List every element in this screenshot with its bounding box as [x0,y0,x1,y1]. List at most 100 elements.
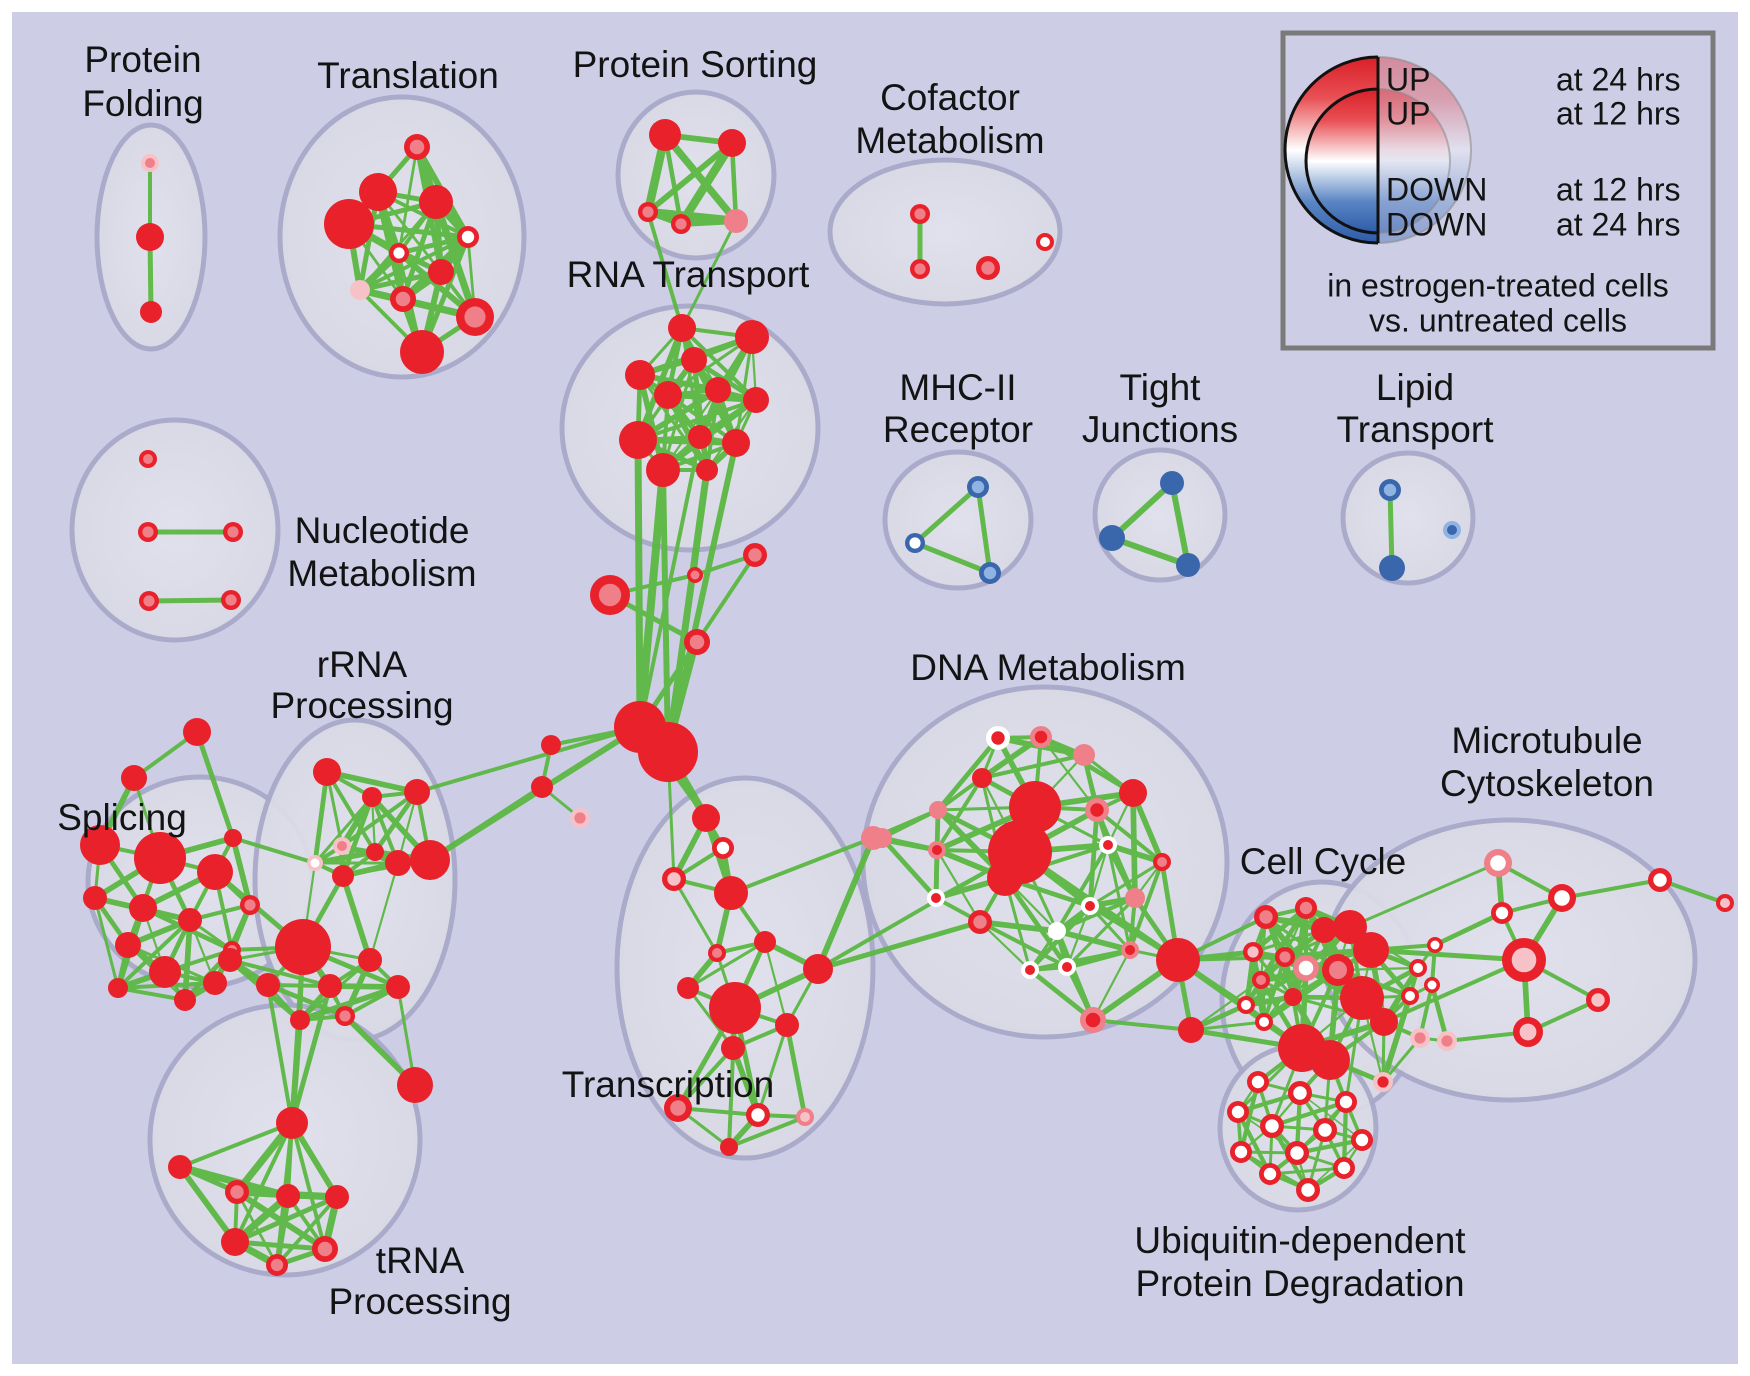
network-edge [194,729,236,841]
gene-node-core-12hr [931,893,941,903]
gene-node-core-12hr [728,435,744,451]
gene-node-core-12hr [227,526,239,538]
gene-node-core-12hr [1318,1123,1332,1137]
network-edge [1106,843,1132,952]
inter-cluster-edge [665,440,739,755]
cluster-ellipse-cofactor_metabolism [827,157,1063,307]
gene-node-core-12hr [933,805,943,815]
gene-node [967,476,989,498]
gene-node-core-12hr [1125,945,1135,955]
network-edge [1109,480,1175,541]
gene-node-core-12hr [367,181,389,203]
legend-time-2: at 12 hrs [1556,171,1681,207]
gene-node [390,286,416,312]
gene-node-core-12hr [1495,906,1509,920]
network-edge [340,873,373,963]
network-edge [912,484,981,546]
cluster-label-mhc_ii_receptor: MHC-II [899,367,1016,408]
gene-node [1058,958,1076,976]
gene-node [168,1155,192,1179]
gene-node-core-12hr [991,731,1005,745]
gene-node-core-12hr [1377,1076,1389,1088]
network-edge [912,540,993,576]
gene-node-core-12hr [535,780,549,794]
gene-node-core-12hr [363,953,377,967]
network-edge [1109,535,1191,568]
cluster-ellipse-lipid_transport [1340,450,1476,586]
gene-node-core-12hr [1318,1048,1342,1072]
gene-node [1313,1118,1337,1142]
gene-node-core-12hr [724,135,740,151]
network-edge [146,597,234,604]
cluster-label-rrna_processing: rRNA [317,644,408,685]
gene-node [404,134,430,160]
gene-node-core-12hr [317,1241,333,1257]
gene-node [664,1094,692,1122]
gene-node [1021,961,1039,979]
gene-node-core-12hr [1062,962,1072,972]
legend-caption-0: in estrogen-treated cells [1327,267,1669,303]
network-edge [763,940,789,1027]
network-edge [312,769,330,866]
network-edge [230,835,253,908]
gene-node-core-12hr [1591,993,1605,1007]
gene-node-core-12hr [721,883,741,903]
gene-node-core-12hr [780,1018,794,1032]
gene-node [677,977,699,999]
gene-node-core-12hr [426,192,446,212]
gene-node-core-12hr [404,1074,426,1096]
gene-node-core-12hr [339,1010,351,1022]
gene-node [1335,1091,1357,1113]
cluster-label-lipid_transport: Lipid [1376,367,1454,408]
gene-node [1073,744,1095,766]
gene-node [178,908,202,932]
gene-node-core-12hr [281,1189,295,1203]
network-edge [815,835,876,972]
gene-node [1353,932,1389,968]
gene-node-core-12hr [228,833,238,843]
gene-node [129,894,157,922]
gene-node-core-12hr [156,963,174,981]
gene-node [1437,1031,1457,1051]
legend-direction-2: DOWN [1386,171,1487,207]
gene-node [218,948,242,972]
gene-node-core-12hr [1554,890,1570,906]
gene-node-core-12hr [1293,1086,1307,1100]
gene-node [1333,910,1367,944]
gene-node [1648,868,1672,892]
gene-node-core-12hr [981,261,995,275]
gene-node [1513,1017,1543,1047]
gene-node [671,214,691,234]
gene-node [1048,922,1066,940]
gene-node-core-12hr [1263,1167,1277,1181]
network-edge [645,140,735,215]
gene-node [1160,471,1184,495]
gene-node [1548,884,1576,912]
gene-node-core-12hr [183,913,197,927]
gene-node-core-12hr [144,305,158,319]
gene-node [746,1103,770,1127]
inter-cluster-edge [816,850,1022,971]
inter-cluster-edge [1348,861,1500,929]
gene-node [1099,525,1125,551]
gene-node [1427,937,1443,953]
network-edge [636,398,758,442]
gene-node-core-12hr [142,229,158,245]
network-edge [661,131,740,225]
gene-node-core-12hr [227,1234,243,1250]
gene-node [531,776,553,798]
network-edge [686,940,767,990]
network-edge [1268,1166,1346,1176]
gene-node-core-12hr [690,570,700,580]
gene-node [456,298,494,336]
legend-direction-0: UP [1386,61,1430,97]
legend-time-3: at 24 hrs [1556,206,1681,242]
cluster-label-cell_cycle: Cell Cycle [1240,841,1407,882]
gene-node-core-12hr [461,230,475,244]
gene-node [139,591,159,611]
gene-node-core-12hr [1259,1017,1269,1027]
gene-node [976,256,1000,280]
gene-node-core-12hr [1414,1032,1426,1044]
gene-node-core-12hr [1259,910,1273,924]
